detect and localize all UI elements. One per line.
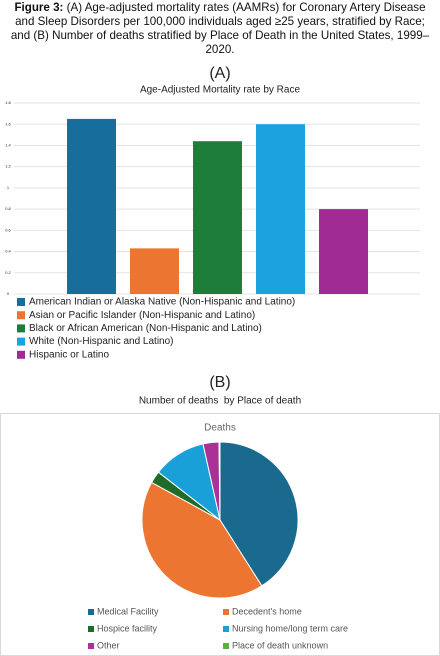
bar [130,248,179,294]
legend-label: White (Non-Hispanic and Latino) [29,336,174,347]
legend-swatch [223,643,229,649]
legend-swatch [223,609,229,615]
bar [193,141,242,294]
legend-swatch [88,609,94,615]
y-tick-label: 1.8 [5,100,11,105]
panel-label: (B) [209,374,230,391]
legend-label: Place of death unknown [232,640,328,650]
legend-label: American Indian or Alaska Native (Non-Hi… [29,297,295,308]
legend-swatch [17,324,25,333]
caption-text: (A) Age-adjusted mortality rates (AAMRs)… [10,1,430,56]
legend-swatch [88,626,94,632]
legend-label: Hospice facility [97,623,158,633]
y-tick-label: 0 [7,291,10,296]
y-tick-label: 0.2 [5,270,11,275]
pie-slice [218,441,221,521]
chart-title: Age-Adjusted Mortality rate by Race [140,85,301,96]
legend-swatch [17,350,25,359]
legend-swatch [17,337,25,346]
pie-slice [141,481,263,599]
legend-label: Medical Facility [97,606,159,616]
pie-title: Deaths [204,423,236,434]
caption-label: Figure 3: [14,1,64,14]
legend-label: Hispanic or Latino [29,349,109,360]
legend-label: Asian or Pacific Islander (Non-Hispanic … [29,310,255,321]
legend-swatch [17,298,25,306]
bar [319,209,368,294]
y-tick-label: 1.4 [5,143,11,148]
y-tick-label: 1.6 [5,121,11,126]
y-tick-label: 0.4 [5,249,11,254]
legend-label: Nursing home/long term care [232,623,348,633]
chart-title: Number of deaths by Place of death [139,396,301,407]
legend-swatch [223,626,229,632]
bar [67,118,116,295]
y-tick-label: 0.6 [5,227,11,232]
legend-label: Other [97,640,120,650]
bar [256,124,305,294]
legend-swatch [88,643,94,649]
panel-label: (A) [209,65,230,82]
caption: Figure 3: (A) Age-adjusted mortality rat… [4,1,436,57]
legend-swatch [17,311,25,320]
y-tick-label: 1 [7,185,10,190]
y-tick-label: 0.8 [5,206,11,211]
legend-label: Black or African American (Non-Hispanic … [29,323,262,334]
y-tick-label: 1.2 [5,164,11,169]
legend-label: Decedent's home [232,606,302,616]
